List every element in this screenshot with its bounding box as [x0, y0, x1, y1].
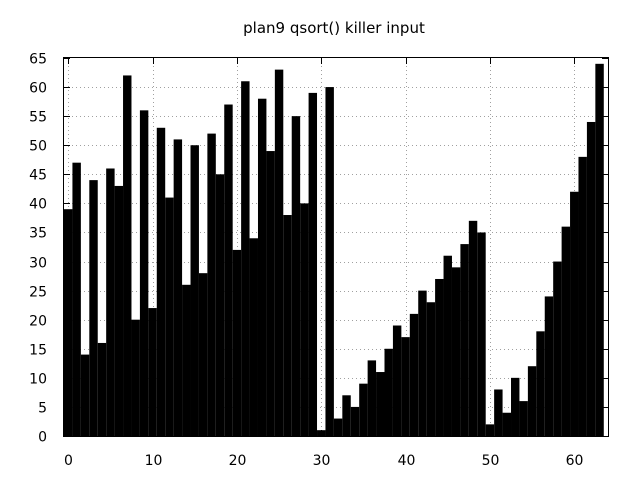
bar [553, 261, 562, 436]
y-tick-label: 65 [29, 52, 47, 68]
y-tick-label: 50 [29, 139, 47, 155]
bar [485, 424, 495, 436]
bar [274, 69, 284, 436]
bar [173, 139, 183, 436]
bar [114, 185, 124, 436]
bar [198, 273, 208, 436]
bar [123, 75, 132, 436]
bar [106, 168, 115, 436]
bar [300, 203, 309, 436]
bar [342, 395, 351, 436]
bar [426, 302, 436, 436]
bar [578, 156, 587, 436]
bar [435, 278, 444, 436]
bar [511, 377, 520, 436]
y-tick-label: 0 [38, 430, 47, 446]
bar [325, 87, 334, 437]
bar [257, 98, 267, 436]
bar [283, 215, 292, 436]
bar [561, 226, 571, 436]
bar [182, 284, 191, 436]
y-tick-label: 55 [29, 110, 47, 126]
bar [418, 290, 427, 436]
bar [165, 197, 174, 436]
y-tick-label: 35 [29, 226, 47, 242]
bar [291, 116, 301, 437]
bar [519, 401, 528, 436]
y-tick-label: 60 [29, 81, 47, 97]
bar [544, 296, 554, 436]
bar [376, 372, 385, 436]
x-tick-label: 10 [145, 453, 163, 469]
x-tick-label: 0 [64, 453, 73, 469]
plot-frame [63, 57, 609, 437]
bar [333, 418, 343, 436]
bar [494, 389, 503, 436]
chart-title: plan9 qsort() killer input [243, 19, 425, 37]
x-tick-labels: 0 10 20 30 40 50 60 [64, 453, 583, 469]
bar [451, 267, 461, 436]
bar [207, 133, 216, 436]
bar [586, 121, 596, 436]
y-tick-label: 5 [38, 401, 47, 417]
x-tick-label: 20 [229, 453, 247, 469]
bar [527, 366, 537, 436]
y-tick-label: 30 [29, 256, 47, 272]
bar [536, 331, 545, 436]
bar [468, 220, 478, 436]
bar [241, 81, 250, 436]
bar [156, 127, 166, 437]
bar [64, 209, 73, 436]
x-tick-label: 30 [313, 453, 331, 469]
bar [89, 180, 98, 436]
bar [80, 354, 90, 436]
bar [139, 110, 149, 436]
bar [502, 412, 512, 436]
y-tick-label: 40 [29, 197, 47, 213]
bar [570, 191, 579, 436]
bar [401, 337, 410, 436]
bar [232, 249, 242, 436]
bar [266, 151, 275, 437]
bar [359, 383, 368, 436]
bar [595, 63, 604, 437]
y-tick-labels: 0 5 10 15 20 25 30 35 40 45 50 55 60 65 [29, 52, 47, 446]
bar [308, 92, 318, 437]
y-tick-label: 45 [29, 168, 47, 184]
y-tick-label: 25 [29, 285, 47, 301]
bar [215, 174, 225, 437]
bar [72, 162, 81, 436]
bar [384, 348, 393, 436]
bar [131, 319, 140, 436]
bar [367, 360, 377, 436]
y-tick-label: 10 [29, 372, 47, 388]
bar [409, 313, 419, 436]
bar [190, 145, 199, 436]
y-tick-label: 15 [29, 343, 47, 359]
grid-lines [64, 58, 608, 436]
bar [350, 406, 360, 436]
x-tick-label: 60 [566, 453, 584, 469]
bar [148, 308, 157, 436]
bar [477, 232, 486, 436]
bar [97, 342, 107, 436]
bar [224, 104, 233, 437]
bar [443, 255, 452, 436]
bar [460, 244, 469, 436]
bar [249, 238, 258, 436]
bar [392, 325, 402, 436]
y-tick-label: 20 [29, 314, 47, 330]
x-tick-label: 40 [398, 453, 416, 469]
bars [64, 63, 604, 437]
x-tick-label: 50 [482, 453, 500, 469]
